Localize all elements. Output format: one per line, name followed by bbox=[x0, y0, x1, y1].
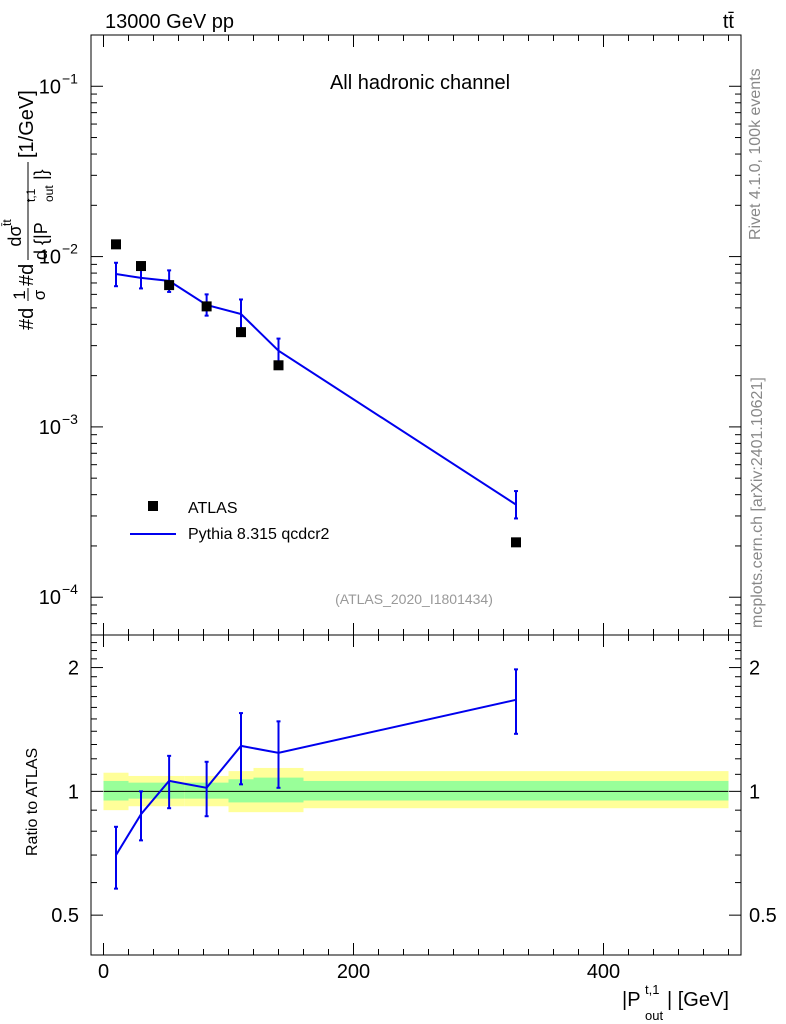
ylabel-pre: #d bbox=[16, 308, 38, 330]
header-energy: 13000 GeV pp bbox=[105, 11, 234, 33]
main-ytick-label: 10 bbox=[39, 76, 61, 98]
band-green bbox=[228, 779, 254, 803]
main-ytick-label-exp: −1 bbox=[62, 70, 78, 86]
mcplots-label: mcplots.cern.ch [arXiv:2401.10621] bbox=[749, 377, 766, 628]
main-ytick-label: 10 bbox=[39, 247, 61, 269]
xlabel-sub: out bbox=[645, 1008, 663, 1023]
header-process: tt̄ bbox=[723, 11, 735, 33]
main-panel: 10−410−310−210−1 All hadronic channel (A… bbox=[0, 34, 742, 636]
ylabel-frac2-den-sup: t,1 bbox=[24, 188, 38, 202]
ratio-frame bbox=[90, 634, 742, 956]
ratio-ytick-label-right: 1 bbox=[749, 781, 760, 803]
atlas-point bbox=[111, 239, 121, 250]
ylabel-frac1-den: σ bbox=[30, 289, 49, 300]
xlabel-sup: t,1 bbox=[645, 982, 659, 997]
main-ytick-label-exp: −2 bbox=[62, 241, 78, 257]
ratio-marks bbox=[103, 668, 729, 890]
ylabel-frac2-den-post: |} bbox=[31, 169, 51, 180]
ylabel-frac2-den-pre: d {|P bbox=[31, 222, 51, 260]
main-marks bbox=[111, 239, 521, 548]
ratio-ytick-label-right: 0.5 bbox=[749, 905, 777, 927]
atlas-point bbox=[164, 280, 175, 291]
analysis-watermark: (ATLAS_2020_I1801434) bbox=[335, 591, 493, 607]
ratio-axes: 0.5 0.5 1 1 2 2 0 200 400 bbox=[51, 634, 777, 983]
legend-marker-atlas bbox=[148, 501, 158, 511]
xlabel-pre: |P bbox=[622, 989, 641, 1011]
ratio-xtick-label: 0 bbox=[98, 961, 109, 983]
main-ytick-label-exp: −4 bbox=[62, 581, 78, 597]
ylabel-frac1-num: 1 bbox=[10, 290, 29, 299]
ylabel-mid: #d bbox=[16, 264, 38, 286]
ratio-ylabel: Ratio to ATLAS bbox=[24, 748, 41, 856]
ratio-xtick-label: 400 bbox=[587, 961, 620, 983]
band-green bbox=[303, 780, 729, 801]
ratio-ytick-label-left: 0.5 bbox=[51, 905, 79, 927]
main-ytick-label: 10 bbox=[39, 417, 61, 439]
ylabel-frac2-den-sub: out bbox=[42, 185, 56, 202]
atlas-point bbox=[236, 327, 246, 338]
main-ylabel: #d 1 σ #d dσ t̄t d {|P t,1 out |} [1/GeV… bbox=[0, 90, 56, 330]
atlas-point bbox=[201, 301, 212, 312]
ylabel-post: [1/GeV] bbox=[16, 90, 38, 158]
legend-label-atlas: ATLAS bbox=[188, 500, 238, 517]
ratio-ytick-label-left: 1 bbox=[68, 781, 79, 803]
legend: ATLAS Pythia 8.315 qcdcr2 bbox=[130, 500, 330, 543]
pythia-line bbox=[115, 273, 517, 506]
atlas-point bbox=[273, 360, 284, 371]
atlas-point bbox=[511, 537, 521, 548]
atlas-point bbox=[136, 261, 146, 272]
ratio-ytick-label-left: 2 bbox=[68, 658, 79, 680]
ratio-panel: 0.5 0.5 1 1 2 2 0 200 400 Ratio to ATLAS |P t,1 … bbox=[24, 634, 777, 1023]
legend-label-pythia: Pythia 8.315 qcdcr2 bbox=[188, 526, 330, 543]
xlabel: |P t,1 out | [GeV] bbox=[622, 982, 729, 1023]
xlabel-post: | [GeV] bbox=[667, 989, 729, 1011]
ylabel-frac2-num-sup: t̄t bbox=[0, 219, 14, 227]
main-title: All hadronic channel bbox=[330, 72, 510, 94]
main-ytick-label-exp: −3 bbox=[62, 411, 78, 427]
ratio-xtick-label: 200 bbox=[337, 961, 370, 983]
band-green bbox=[103, 780, 129, 801]
main-axes: 10−410−310−210−1 bbox=[39, 34, 741, 636]
main-frame bbox=[90, 34, 742, 636]
main-ytick-label: 10 bbox=[39, 587, 61, 609]
rivet-label: Rivet 4.1.0, 100k events bbox=[747, 68, 764, 240]
ratio-ytick-label-right: 2 bbox=[749, 658, 760, 680]
ylabel-frac2-num: dσ bbox=[5, 225, 25, 246]
